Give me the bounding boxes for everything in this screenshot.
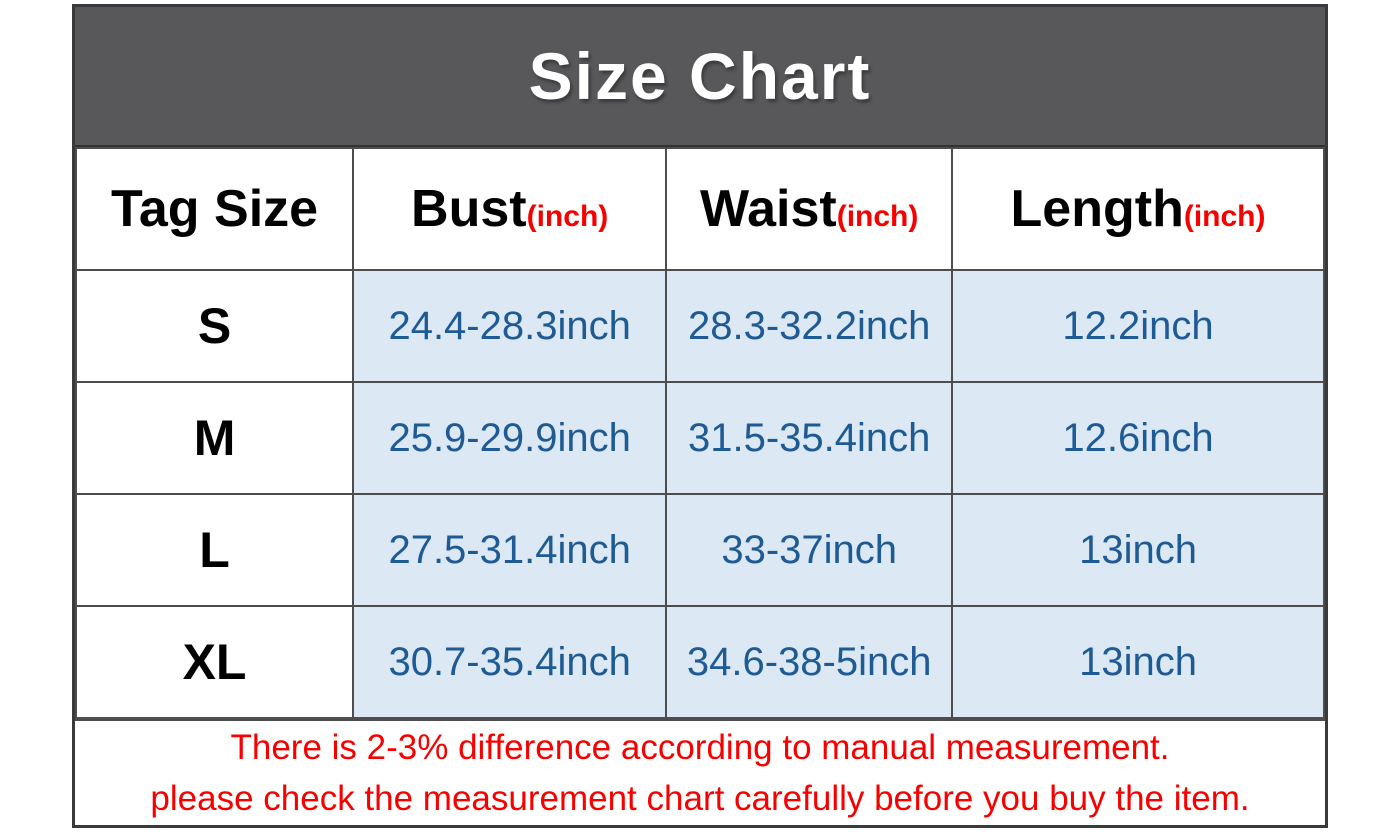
size-chart-panel: Size Chart Tag Size Bust(inch) Waist(inc… — [72, 4, 1328, 828]
column-header-waist: Waist(inch) — [665, 147, 954, 271]
size-label: S — [74, 269, 355, 383]
title-bar: Size Chart — [75, 7, 1325, 147]
size-table: Tag Size Bust(inch) Waist(inch) Length(i… — [74, 147, 1325, 719]
size-label: XL — [74, 605, 355, 719]
column-label: Length — [1010, 180, 1184, 238]
length-value: 12.6inch — [951, 381, 1325, 495]
waist-value: 33-37inch — [665, 493, 954, 607]
table-row-l: L 27.5-31.4inch 33-37inch 13inch — [74, 493, 1325, 607]
bust-value: 30.7-35.4inch — [352, 605, 668, 719]
column-header-tag-size: Tag Size — [74, 147, 355, 271]
length-value: 12.2inch — [951, 269, 1325, 383]
table-header-row: Tag Size Bust(inch) Waist(inch) Length(i… — [74, 147, 1325, 271]
column-label: Bust — [411, 180, 527, 238]
column-unit: (inch) — [526, 200, 609, 233]
column-header-length: Length(inch) — [951, 147, 1325, 271]
disclaimer-line-1: There is 2-3% difference according to ma… — [230, 728, 1170, 767]
column-label: Tag Size — [110, 180, 319, 238]
table-row-m: M 25.9-29.9inch 31.5-35.4inch 12.6inch — [74, 381, 1325, 495]
table-row-s: S 24.4-28.3inch 28.3-32.2inch 12.2inch — [74, 269, 1325, 383]
waist-value: 28.3-32.2inch — [665, 269, 954, 383]
length-value: 13inch — [951, 605, 1325, 719]
bust-value: 24.4-28.3inch — [352, 269, 668, 383]
size-label: L — [74, 493, 355, 607]
measurement-disclaimer: There is 2-3% difference according to ma… — [75, 719, 1325, 825]
column-unit: (inch) — [1183, 200, 1266, 233]
column-label: Waist — [699, 180, 837, 238]
size-label: M — [74, 381, 355, 495]
column-header-bust: Bust(inch) — [352, 147, 668, 271]
waist-value: 31.5-35.4inch — [665, 381, 954, 495]
bust-value: 27.5-31.4inch — [352, 493, 668, 607]
disclaimer-line-2: please check the measurement chart caref… — [150, 779, 1250, 818]
page-title: Size Chart — [528, 39, 872, 113]
column-unit: (inch) — [836, 200, 919, 233]
table-row-xl: XL 30.7-35.4inch 34.6-38-5inch 13inch — [74, 605, 1325, 719]
length-value: 13inch — [951, 493, 1325, 607]
waist-value: 34.6-38-5inch — [665, 605, 954, 719]
bust-value: 25.9-29.9inch — [352, 381, 668, 495]
